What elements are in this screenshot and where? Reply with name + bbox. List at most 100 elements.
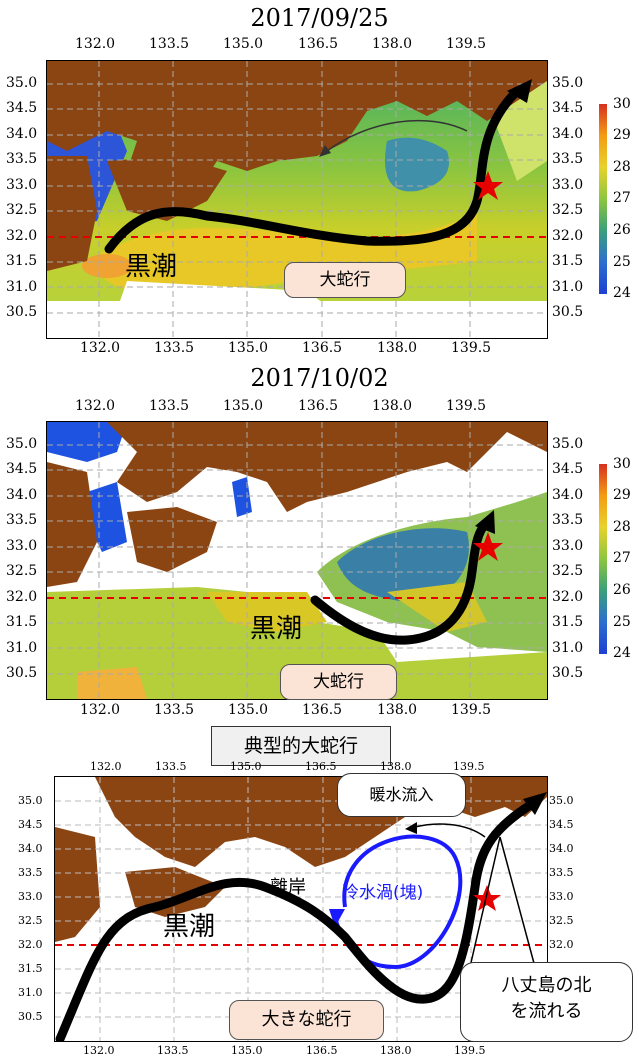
lon-tick: 133.5 — [149, 36, 190, 52]
panel1-callout: 大蛇行 — [284, 262, 406, 298]
lat-tick: 34.0 — [6, 487, 38, 503]
colorbar-tick: 24 — [613, 285, 631, 301]
lat-tick: 30.5 — [6, 665, 38, 681]
panel3-big-meander-label: 大きな蛇行 — [229, 1000, 384, 1040]
lat-tick: 30.5 — [18, 1010, 43, 1023]
lon-tick: 136.5 — [298, 36, 339, 52]
panel1-kuroshio-label: 黒潮 — [125, 252, 178, 282]
lon-tick: 132.0 — [75, 36, 116, 52]
panel3-kuroshio-label: 黒潮 — [163, 912, 216, 942]
lat-tick: 31.0 — [552, 279, 584, 295]
lat-tick: 34.0 — [6, 126, 38, 142]
colorbar-tick: 26 — [613, 582, 631, 598]
colorbar-tick: 24 — [613, 645, 631, 661]
lat-tick: 35.0 — [6, 75, 38, 91]
panel3-detach-label: 離岸 — [270, 877, 306, 898]
lon-tick: 133.5 — [155, 760, 187, 773]
panel2-title: 2017/10/02 — [250, 364, 389, 392]
colorbar-tick: 25 — [613, 254, 631, 270]
lon-tick: 136.5 — [298, 398, 339, 414]
panel1-title: 2017/09/25 — [250, 4, 389, 32]
lon-tick: 133.5 — [154, 702, 195, 718]
lat-tick: 30.5 — [552, 665, 584, 681]
lat-tick: 34.5 — [552, 100, 584, 116]
lon-tick: 133.5 — [149, 398, 190, 414]
lon-tick: 138.0 — [372, 398, 413, 414]
lon-tick: 136.5 — [306, 1044, 338, 1057]
lon-tick: 139.5 — [446, 398, 487, 414]
lat-tick: 32.5 — [549, 914, 574, 927]
hachijo-line-2: を流れる — [510, 1001, 583, 1022]
lon-tick: 132.0 — [80, 340, 121, 356]
lat-tick: 33.0 — [549, 890, 574, 903]
panel3-warm-inflow-label: 暖水流入 — [337, 773, 466, 817]
lat-tick: 30.5 — [6, 304, 38, 320]
lon-tick: 138.0 — [380, 760, 412, 773]
lat-tick: 33.5 — [6, 512, 38, 528]
lon-tick: 139.5 — [451, 340, 492, 356]
hachijo-line-1: 八丈島の北 — [501, 975, 592, 996]
lon-tick: 132.0 — [80, 702, 121, 718]
lat-tick: 34.5 — [6, 100, 38, 116]
lat-tick: 32.0 — [6, 589, 38, 605]
lon-tick: 136.5 — [302, 702, 343, 718]
panel3-hachijo-callout: 八丈島の北 を流れる — [460, 962, 633, 1042]
lon-tick: 135.0 — [223, 36, 264, 52]
lat-tick: 33.5 — [6, 151, 38, 167]
lon-tick: 136.5 — [302, 340, 343, 356]
lat-tick: 34.5 — [18, 818, 43, 831]
colorbar-tick: 27 — [613, 550, 631, 566]
lat-tick: 31.5 — [552, 614, 584, 630]
panel3-cold-eddy-label: 冷水渦(塊) — [342, 883, 424, 903]
lat-tick: 34.0 — [552, 487, 584, 503]
colorbar-tick: 30 — [613, 456, 631, 472]
lat-tick: 34.0 — [18, 842, 43, 855]
lat-tick: 32.5 — [6, 563, 38, 579]
colorbar-tick: 28 — [613, 159, 631, 175]
colorbar-tick: 29 — [613, 487, 631, 503]
lon-tick: 138.0 — [380, 1044, 412, 1057]
lat-tick: 31.0 — [6, 279, 38, 295]
panel2-colorbar — [599, 464, 607, 654]
lat-tick: 34.0 — [552, 126, 584, 142]
lat-tick: 34.5 — [549, 818, 574, 831]
panel1-colorbar — [599, 104, 607, 294]
colorbar-tick: 30 — [613, 96, 631, 112]
lat-tick: 33.5 — [552, 151, 584, 167]
lon-tick: 135.0 — [228, 340, 269, 356]
lat-tick: 31.0 — [6, 640, 38, 656]
lat-tick: 33.0 — [552, 538, 584, 554]
lon-tick: 132.0 — [90, 760, 122, 773]
lat-tick: 35.0 — [552, 75, 584, 91]
lat-tick: 33.0 — [18, 890, 43, 903]
lon-tick: 135.0 — [231, 1044, 263, 1057]
lon-tick: 135.0 — [230, 760, 262, 773]
section-label: 典型的大蛇行 — [211, 726, 391, 766]
lat-tick: 32.5 — [6, 202, 38, 218]
lat-tick: 32.5 — [18, 914, 43, 927]
colorbar-tick: 26 — [613, 222, 631, 238]
lat-tick: 33.0 — [6, 177, 38, 193]
lat-tick: 35.0 — [552, 436, 584, 452]
colorbar-tick: 28 — [613, 519, 631, 535]
lat-tick: 32.0 — [549, 938, 574, 951]
lat-tick: 31.5 — [6, 614, 38, 630]
lon-tick: 138.0 — [372, 36, 413, 52]
lat-tick: 32.0 — [552, 228, 584, 244]
lon-tick: 135.0 — [228, 702, 269, 718]
lat-tick: 30.5 — [552, 304, 584, 320]
colorbar-tick: 27 — [613, 190, 631, 206]
panel2-map — [46, 421, 548, 700]
panel2-callout: 大蛇行 — [280, 664, 397, 700]
panel2-kuroshio-label: 黒潮 — [250, 614, 303, 644]
lat-tick: 33.5 — [549, 866, 574, 879]
lon-tick: 133.5 — [157, 1044, 189, 1057]
lat-tick: 33.5 — [18, 866, 43, 879]
colorbar-tick: 25 — [613, 614, 631, 630]
lat-tick: 31.5 — [552, 253, 584, 269]
lon-tick: 136.5 — [305, 760, 337, 773]
lat-tick: 32.5 — [552, 563, 584, 579]
lat-tick: 31.0 — [18, 986, 43, 999]
lat-tick: 34.5 — [552, 461, 584, 477]
lat-tick: 32.0 — [552, 589, 584, 605]
